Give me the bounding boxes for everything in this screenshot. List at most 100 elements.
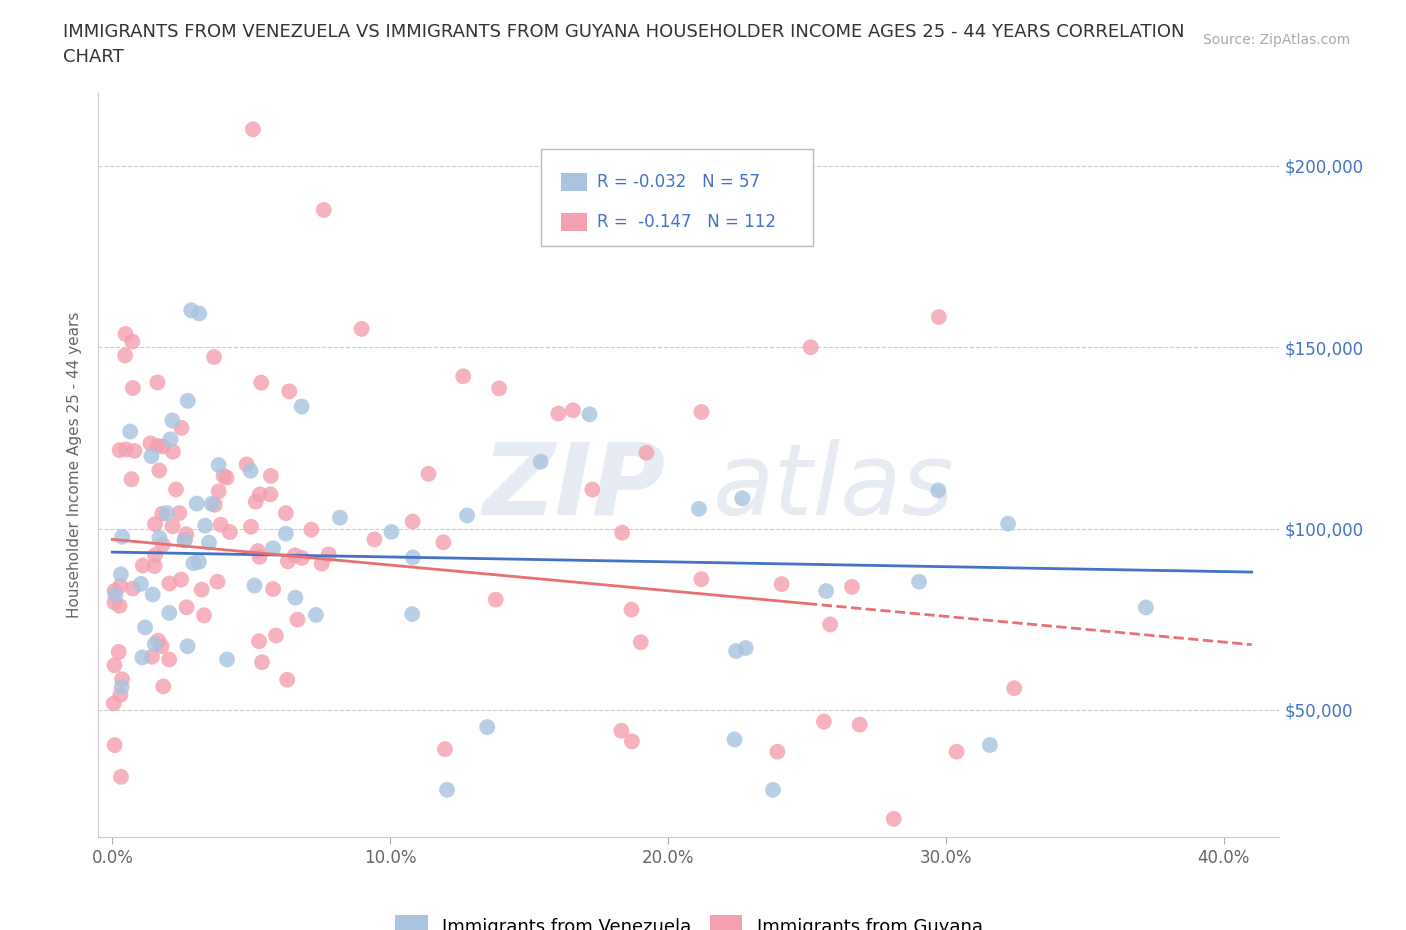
Point (725, 644, 748, 658)
Point (110, 567, 132, 582)
Point (122, 581, 145, 596)
Point (104, 588, 127, 603)
Point (262, 581, 284, 596)
Point (122, 380, 145, 395)
Point (202, 350, 225, 365)
Point (883, 811, 905, 826)
Point (848, 717, 870, 732)
Point (485, 592, 508, 607)
Point (209, 517, 232, 532)
Point (287, 612, 309, 627)
Point (193, 608, 215, 623)
Point (104, 583, 127, 598)
Point (800, 339, 823, 354)
Point (204, 498, 226, 512)
Point (169, 506, 191, 521)
Point (103, 595, 125, 610)
Point (174, 532, 197, 547)
Point (183, 556, 205, 571)
Text: R = -0.032   N = 57: R = -0.032 N = 57 (596, 173, 759, 191)
Point (180, 303, 202, 318)
Point (165, 482, 187, 497)
Point (945, 744, 967, 759)
Point (247, 634, 270, 649)
Point (436, 782, 458, 797)
Point (363, 532, 385, 547)
Point (143, 548, 166, 563)
Point (581, 482, 603, 497)
Point (264, 628, 287, 643)
Point (217, 652, 239, 667)
Point (813, 714, 835, 729)
Point (141, 649, 163, 664)
Point (329, 511, 352, 525)
Point (208, 484, 231, 498)
Point (190, 582, 212, 597)
Point (456, 508, 478, 523)
Point (249, 487, 271, 502)
Text: IMMIGRANTS FROM VENEZUELA VS IMMIGRANTS FROM GUYANA HOUSEHOLDER INCOME AGES 25 -: IMMIGRANTS FROM VENEZUELA VS IMMIGRANTS … (63, 23, 1185, 41)
Legend: Immigrants from Venezuela, Immigrants from Guyana: Immigrants from Venezuela, Immigrants fr… (387, 906, 991, 930)
Point (129, 577, 152, 591)
Point (152, 439, 174, 454)
Point (198, 535, 221, 550)
Point (274, 526, 297, 541)
Point (284, 548, 307, 563)
Point (690, 405, 713, 419)
Text: Source: ZipAtlas.com: Source: ZipAtlas.com (1202, 33, 1350, 46)
Point (159, 432, 181, 446)
Point (170, 420, 193, 435)
Point (242, 122, 264, 137)
Point (162, 519, 184, 534)
Point (299, 523, 322, 538)
Point (620, 734, 643, 749)
Point (121, 334, 143, 349)
Point (143, 637, 166, 652)
Point (124, 444, 146, 458)
Point (578, 406, 600, 421)
Point (157, 652, 180, 667)
Point (148, 463, 170, 478)
Point (433, 742, 456, 757)
Point (530, 454, 553, 469)
Point (610, 525, 633, 540)
Point (731, 491, 754, 506)
Point (207, 458, 229, 472)
Point (432, 535, 454, 550)
Point (142, 587, 165, 602)
Point (134, 620, 156, 635)
Point (451, 369, 474, 384)
Point (291, 551, 314, 565)
Point (114, 326, 136, 341)
Point (259, 487, 281, 502)
Point (148, 530, 170, 545)
Point (152, 679, 174, 694)
Point (562, 403, 585, 418)
Point (245, 495, 267, 510)
Point (818, 617, 841, 631)
Point (278, 384, 301, 399)
Point (111, 680, 134, 695)
Point (928, 310, 950, 325)
Point (218, 525, 240, 539)
Point (108, 443, 131, 458)
Point (157, 605, 180, 620)
Y-axis label: Householder Income Ages 25 - 44 years: Householder Income Ages 25 - 44 years (67, 312, 83, 618)
Point (276, 672, 298, 687)
Point (908, 575, 931, 590)
Point (176, 600, 198, 615)
Point (620, 603, 643, 618)
Point (723, 732, 745, 747)
Point (284, 591, 307, 605)
Point (176, 639, 198, 654)
Point (111, 671, 134, 686)
Point (103, 658, 125, 672)
Point (235, 457, 257, 472)
Point (402, 550, 425, 565)
Point (277, 554, 299, 569)
Point (841, 579, 863, 594)
Point (108, 598, 131, 613)
Point (157, 576, 180, 591)
Point (380, 525, 402, 539)
Point (997, 516, 1019, 531)
